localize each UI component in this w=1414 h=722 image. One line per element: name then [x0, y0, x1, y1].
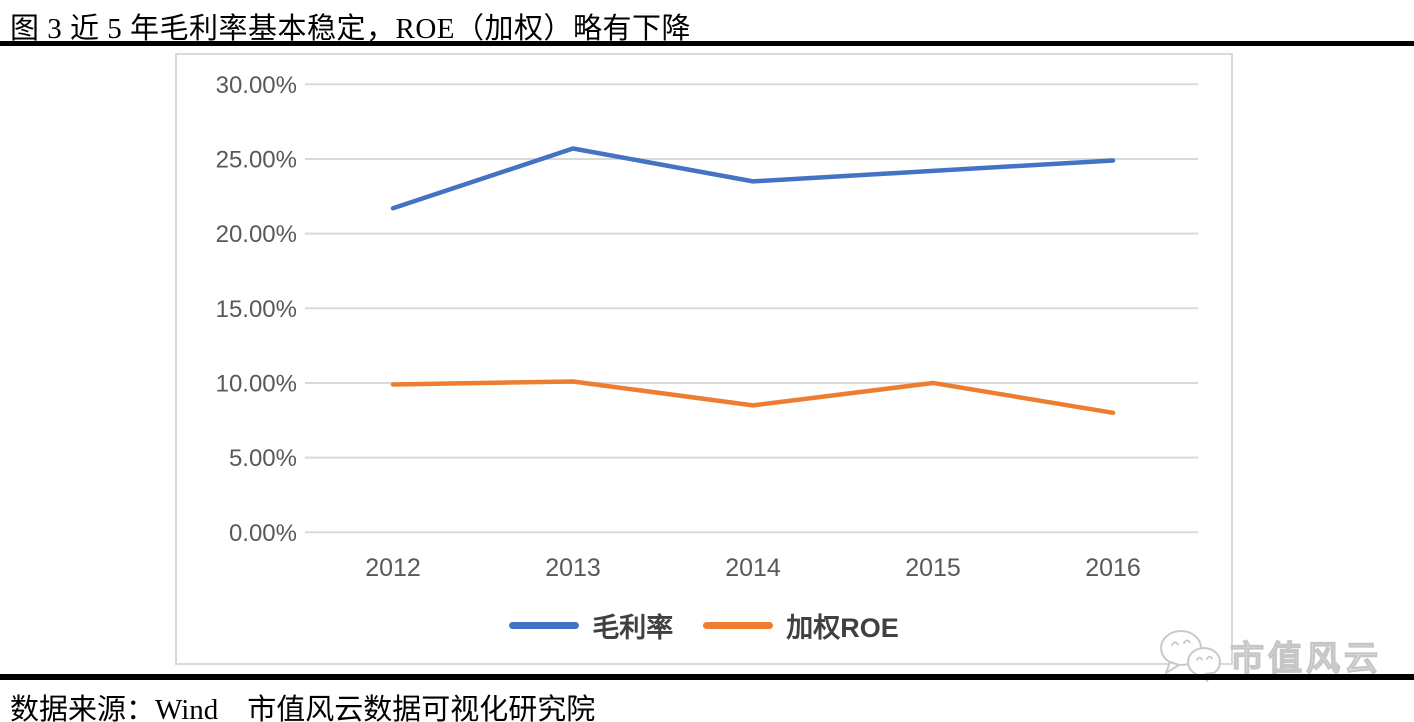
- x-tick-label: 2016: [1085, 554, 1141, 582]
- legend-item-0: 毛利率: [509, 606, 673, 645]
- x-tick-label: 2013: [545, 554, 601, 582]
- legend-dash-icon: [703, 621, 774, 629]
- series-line-1: [390, 379, 1116, 416]
- data-source-line: 数据来源：Wind 市值风云数据可视化研究院: [10, 694, 596, 722]
- legend-label: 加权ROE: [786, 612, 899, 643]
- legend-item-1: 加权ROE: [703, 606, 899, 645]
- x-tick-label: 2014: [725, 554, 781, 582]
- x-tick-label: 2012: [365, 554, 421, 582]
- figure-title: 图 3 近 5 年毛利率基本稳定，ROE（加权）略有下降: [10, 13, 692, 45]
- chart-legend: 毛利率 加权ROE: [177, 605, 1231, 645]
- source-divider-rule: [0, 674, 1414, 680]
- legend-label: 毛利率: [592, 612, 674, 643]
- y-tick-label: 15.00%: [216, 296, 297, 323]
- y-tick-label: 20.00%: [216, 221, 297, 248]
- title-divider-rule: [0, 41, 1414, 46]
- chart-frame: 0.00% 5.00% 10.00% 15.00% 20.00% 25.00% 30.00%…: [175, 53, 1233, 665]
- y-tick-label: 25.00%: [216, 146, 297, 173]
- line-chart: 0.00% 5.00% 10.00% 15.00% 20.00% 25.00% 30.00%…: [216, 72, 1198, 582]
- y-tick-label: 30.00%: [216, 72, 297, 99]
- y-tick-label: 0.00%: [229, 520, 297, 547]
- watermark: 市值风云: [1158, 628, 1382, 682]
- wechat-bubbles-icon: [1160, 630, 1221, 682]
- legend-dash-icon: [509, 621, 580, 629]
- y-tick-label: 10.00%: [216, 370, 297, 397]
- y-tick-label: 5.00%: [229, 445, 297, 472]
- watermark-text: 市值风云: [1229, 639, 1382, 678]
- x-tick-label: 2015: [905, 554, 961, 582]
- series-line-0: [390, 146, 1116, 211]
